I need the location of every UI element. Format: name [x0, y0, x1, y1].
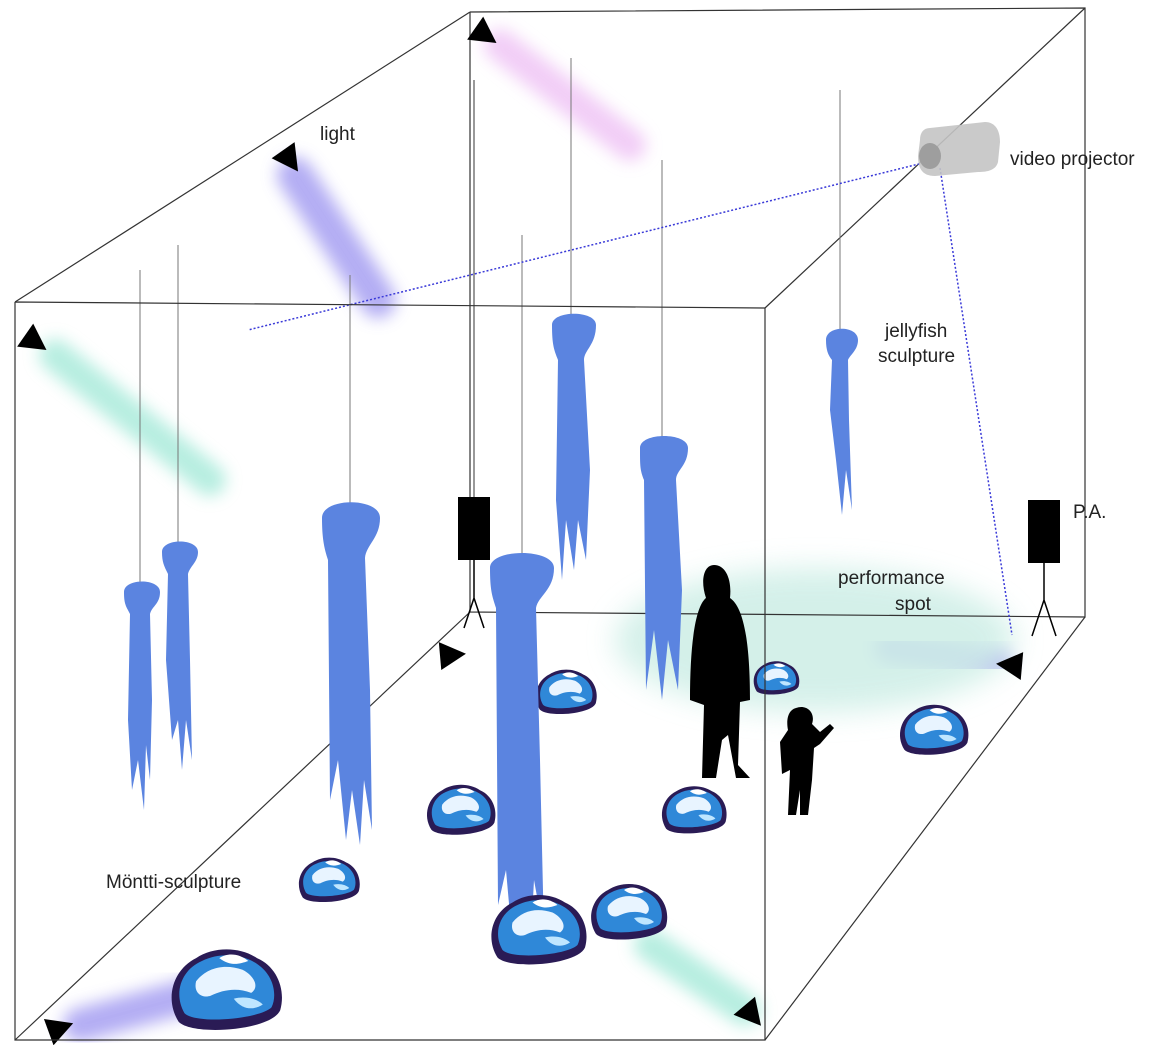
label-light: light — [320, 124, 356, 145]
label-pa: P.A. — [1073, 502, 1106, 523]
label-montti-sculpture: Möntti-sculpture — [106, 872, 241, 893]
pa-speaker-right — [1028, 500, 1060, 637]
label-performance-line1: performance — [838, 568, 945, 589]
labels: light video projector jellyfish sculptur… — [106, 124, 1135, 893]
label-performance-line2: spot — [895, 594, 932, 615]
jellyfish-back — [552, 313, 858, 700]
montti-rocks-front — [171, 857, 668, 1030]
light-beam-mint-bottom — [634, 929, 761, 1026]
cube-front-edges — [14, 301, 766, 1041]
adult-silhouette — [690, 565, 750, 778]
label-video-projector: video projector — [1010, 149, 1135, 170]
jellyfish-front — [124, 502, 554, 960]
video-projector — [247, 122, 1013, 636]
child-silhouette — [780, 706, 834, 815]
light-beam-mint-left — [39, 339, 226, 496]
label-jellyfish-line1: jellyfish — [884, 321, 947, 342]
light-beam-purple-top — [277, 157, 396, 318]
label-jellyfish-line2: sculpture — [878, 346, 955, 367]
pa-speaker-left — [458, 80, 490, 629]
hanging-strings — [139, 58, 841, 585]
light-beam-pink-top — [484, 29, 646, 161]
